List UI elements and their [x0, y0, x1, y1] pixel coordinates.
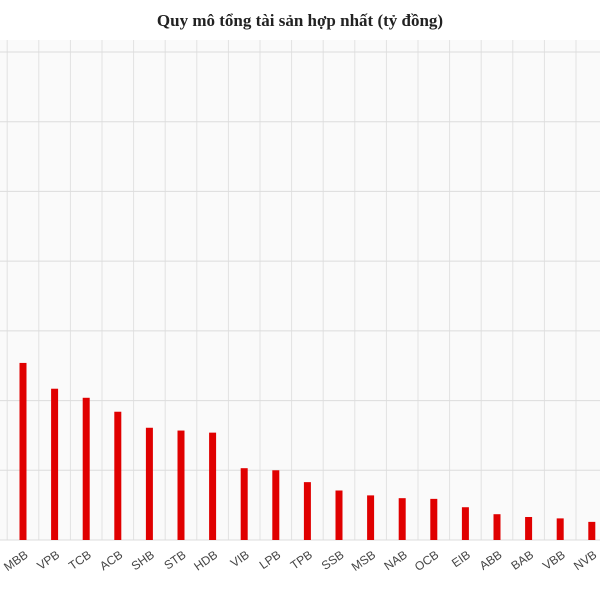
bar [240, 468, 248, 540]
x-tick-label: VBB [540, 548, 568, 573]
bar [461, 507, 469, 540]
bar [556, 518, 564, 540]
bar [19, 362, 27, 540]
bar [335, 490, 343, 540]
plot-background [0, 40, 600, 540]
bar [51, 388, 59, 540]
x-tick-label: EIB [449, 548, 473, 571]
bar [303, 482, 311, 540]
bar [209, 432, 217, 540]
x-tick-label: SSB [319, 548, 347, 573]
bar [430, 498, 438, 540]
x-tick-label: ABB [477, 548, 505, 573]
x-tick-label: MBB [1, 548, 30, 574]
bar [367, 495, 375, 540]
bar [272, 470, 280, 540]
x-tick-label: TPB [288, 548, 315, 573]
x-tick-label: ACB [97, 548, 125, 574]
chart-title: Quy mô tổng tài sản hợp nhất (tỷ đồng) [157, 11, 443, 30]
x-tick-label: VIB [228, 548, 252, 571]
bar [145, 427, 153, 540]
bar [493, 514, 501, 540]
x-tick-label: SHB [129, 548, 157, 574]
bar [82, 397, 90, 540]
x-tick-label: NAB [381, 548, 409, 574]
x-tick-label: MSB [349, 548, 378, 574]
x-tick-label: LPB [257, 548, 284, 572]
bar [588, 521, 596, 540]
x-tick-label: VPB [34, 548, 62, 573]
bar [398, 498, 406, 540]
x-tick-label: STB [161, 548, 188, 573]
bar [114, 411, 122, 540]
x-tick-label: NVB [571, 548, 599, 574]
bar [525, 516, 533, 540]
x-tick-label: TCB [66, 548, 94, 573]
x-tick-label: OCB [412, 548, 441, 574]
bar [177, 430, 185, 540]
x-tick-label: HDB [191, 548, 220, 574]
x-tick-label: BAB [508, 548, 536, 573]
